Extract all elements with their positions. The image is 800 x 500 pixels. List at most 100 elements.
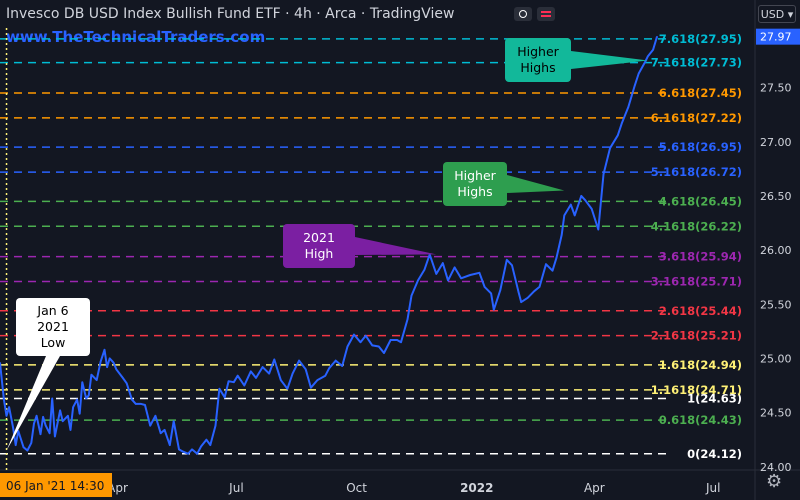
price-point bbox=[121, 377, 124, 379]
fib-level-label: 4.618(26.45) bbox=[659, 194, 742, 208]
price-point bbox=[67, 415, 69, 417]
price-point bbox=[545, 263, 547, 265]
price-point bbox=[76, 398, 78, 401]
chart-title: Invesco DB USD Index Bullish Fund ETF · … bbox=[6, 6, 455, 22]
price-point bbox=[0, 361, 1, 364]
price-point bbox=[378, 345, 380, 348]
price-point bbox=[280, 379, 282, 381]
price-point bbox=[236, 374, 239, 377]
price-point bbox=[423, 268, 426, 271]
fib-level-label: 5.1618(26.72) bbox=[651, 165, 742, 179]
price-point bbox=[570, 203, 572, 206]
price-point bbox=[324, 374, 327, 377]
price-point bbox=[8, 406, 10, 408]
price-point bbox=[26, 449, 29, 452]
price-point bbox=[159, 432, 162, 434]
price-point bbox=[191, 448, 193, 451]
price-point bbox=[478, 272, 481, 274]
price-point bbox=[85, 397, 88, 400]
price-point bbox=[520, 301, 522, 303]
price-point bbox=[597, 228, 600, 231]
price-point bbox=[90, 373, 93, 376]
chart-header: Invesco DB USD Index Bullish Fund ETF · … bbox=[0, 0, 756, 28]
fib-level-label: 5.618(26.95) bbox=[659, 140, 742, 154]
price-point bbox=[647, 55, 649, 57]
annotation-text: Higher bbox=[454, 168, 496, 183]
x-tick-label: 2022 bbox=[460, 481, 493, 495]
price-point bbox=[538, 286, 541, 288]
y-tick-label: 24.00 bbox=[760, 461, 792, 474]
annotation-text: 2021 bbox=[37, 319, 69, 334]
price-point bbox=[453, 266, 456, 269]
price-point bbox=[218, 387, 221, 390]
eye-icon[interactable] bbox=[514, 7, 532, 21]
price-point bbox=[389, 339, 392, 341]
price-point bbox=[140, 403, 142, 405]
price-point bbox=[490, 292, 492, 295]
price-point bbox=[637, 72, 640, 75]
price-point bbox=[383, 352, 385, 354]
flag-icon[interactable] bbox=[537, 7, 555, 21]
price-point bbox=[69, 429, 72, 431]
y-tick-label: 27.50 bbox=[760, 82, 792, 95]
annotation-pointer bbox=[571, 51, 648, 69]
annotation-box bbox=[443, 162, 507, 206]
price-point bbox=[243, 384, 246, 387]
price-point bbox=[17, 430, 20, 432]
fib-level-label: 7.618(27.95) bbox=[659, 32, 742, 46]
price-point bbox=[341, 365, 344, 367]
fib-level-label: 4.1618(26.22) bbox=[651, 219, 742, 233]
price-point bbox=[617, 134, 619, 137]
price-point bbox=[48, 432, 51, 434]
price-point bbox=[42, 416, 44, 418]
fib-level-label: 1.618(24.94) bbox=[659, 358, 742, 372]
price-point bbox=[506, 259, 508, 261]
price-point bbox=[551, 269, 554, 272]
price-point bbox=[163, 429, 166, 431]
gear-icon[interactable]: ⚙ bbox=[766, 471, 783, 492]
price-point bbox=[417, 279, 419, 282]
price-point bbox=[304, 368, 307, 371]
price-point bbox=[555, 256, 558, 259]
currency-selector[interactable]: USD ▾ bbox=[758, 5, 796, 23]
annotation-box bbox=[283, 224, 355, 268]
annotation-text: Higher bbox=[517, 44, 559, 59]
price-point bbox=[533, 290, 536, 293]
price-point bbox=[227, 380, 230, 382]
price-point bbox=[573, 214, 576, 217]
price-point bbox=[560, 234, 563, 236]
currency-label: USD bbox=[760, 8, 785, 21]
annotation-text: 2021 bbox=[303, 230, 335, 245]
price-point bbox=[584, 199, 586, 202]
x-tick-label: Apr bbox=[584, 481, 605, 495]
price-point bbox=[469, 274, 472, 276]
price-point bbox=[273, 358, 276, 361]
annotation-text: High bbox=[305, 246, 334, 261]
price-point bbox=[196, 452, 199, 455]
fib-level-label: 1(24.63) bbox=[687, 392, 742, 406]
price-point bbox=[182, 450, 184, 453]
price-point bbox=[499, 289, 502, 291]
price-point bbox=[35, 415, 38, 417]
chevron-down-icon: ▾ bbox=[787, 8, 794, 21]
fib-level-label: 6.618(27.45) bbox=[659, 86, 742, 100]
price-point bbox=[371, 344, 374, 347]
annotation-pointer bbox=[6, 356, 60, 451]
fib-level-label: 1.1618(24.71) bbox=[651, 383, 742, 397]
fib-level-label: 0(24.12) bbox=[687, 447, 742, 461]
price-point bbox=[483, 286, 486, 288]
price-point bbox=[200, 445, 202, 447]
price-point bbox=[51, 397, 54, 400]
price-point bbox=[178, 448, 180, 451]
price-point bbox=[22, 446, 25, 449]
price-point bbox=[435, 273, 438, 275]
y-tick-label: 24.50 bbox=[760, 407, 792, 420]
price-point bbox=[172, 420, 175, 423]
price-point bbox=[261, 366, 264, 368]
price-point bbox=[14, 444, 17, 446]
price-point bbox=[590, 208, 593, 210]
